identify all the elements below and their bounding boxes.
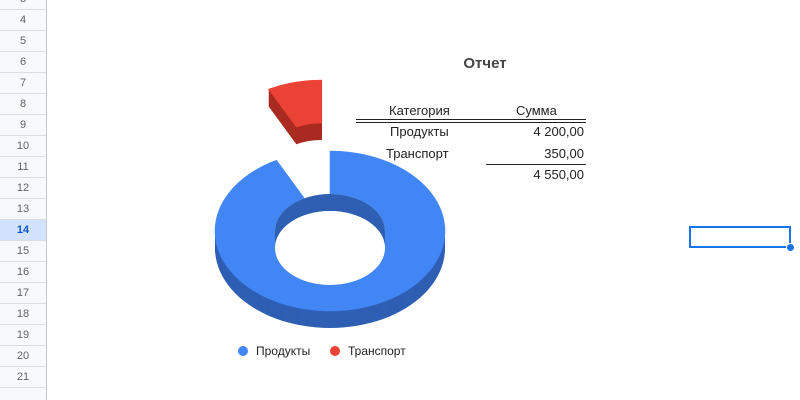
row-header-18[interactable]: 18 [0,304,46,325]
row-header-21[interactable]: 21 [0,367,46,388]
table-header-category: Категория [389,103,450,118]
legend-item-transport[interactable]: Транспорт [330,343,406,359]
row-header-12[interactable]: 12 [0,178,46,199]
row-header-16[interactable]: 16 [0,262,46,283]
legend-swatch [238,345,248,356]
table-total-rule [486,164,586,165]
chart-title: Отчет [463,55,507,72]
legend-label: Транспорт [348,343,406,358]
row-header-13[interactable]: 13 [0,199,46,220]
table-header-rule [356,119,586,120]
table-cell-category: Транспорт [386,146,449,161]
row-header-20[interactable]: 20 [0,346,46,367]
donut-hole-floor [275,211,385,285]
row-header-11[interactable]: 11 [0,157,46,178]
row-header-4[interactable]: 4 [0,10,46,31]
fill-handle[interactable] [786,243,795,252]
table-cell-sum: 350,00 [544,146,584,161]
row-header-8[interactable]: 8 [0,94,46,115]
row-header-19[interactable]: 19 [0,325,46,346]
row-header-17[interactable]: 17 [0,283,46,304]
row-header-10[interactable]: 10 [0,136,46,157]
row-header-15[interactable]: 15 [0,241,46,262]
table-cell-sum: 4 200,00 [533,124,584,139]
row-header-9[interactable]: 9 [0,115,46,136]
legend-label: Продукты [256,343,311,358]
row-header-5[interactable]: 5 [0,31,46,52]
row-header-6[interactable]: 6 [0,52,46,73]
donut-inner-wall [275,194,385,248]
table-header-sum: Сумма [516,103,557,118]
selected-cell[interactable] [689,226,791,248]
legend-item-produkty[interactable]: Продукты [238,343,310,359]
table-total: 4 550,00 [533,167,584,182]
legend-swatch [330,345,340,356]
slice-transport[interactable] [268,79,323,128]
table-header-rule [356,122,586,123]
row-header-14[interactable]: 14 [0,220,46,241]
row-header-gutter: 3456789101112131415161718192021 [0,0,47,400]
row-header-3[interactable]: 3 [0,0,46,10]
table-cell-category: Продукты [390,124,449,139]
row-header-7[interactable]: 7 [0,73,46,94]
